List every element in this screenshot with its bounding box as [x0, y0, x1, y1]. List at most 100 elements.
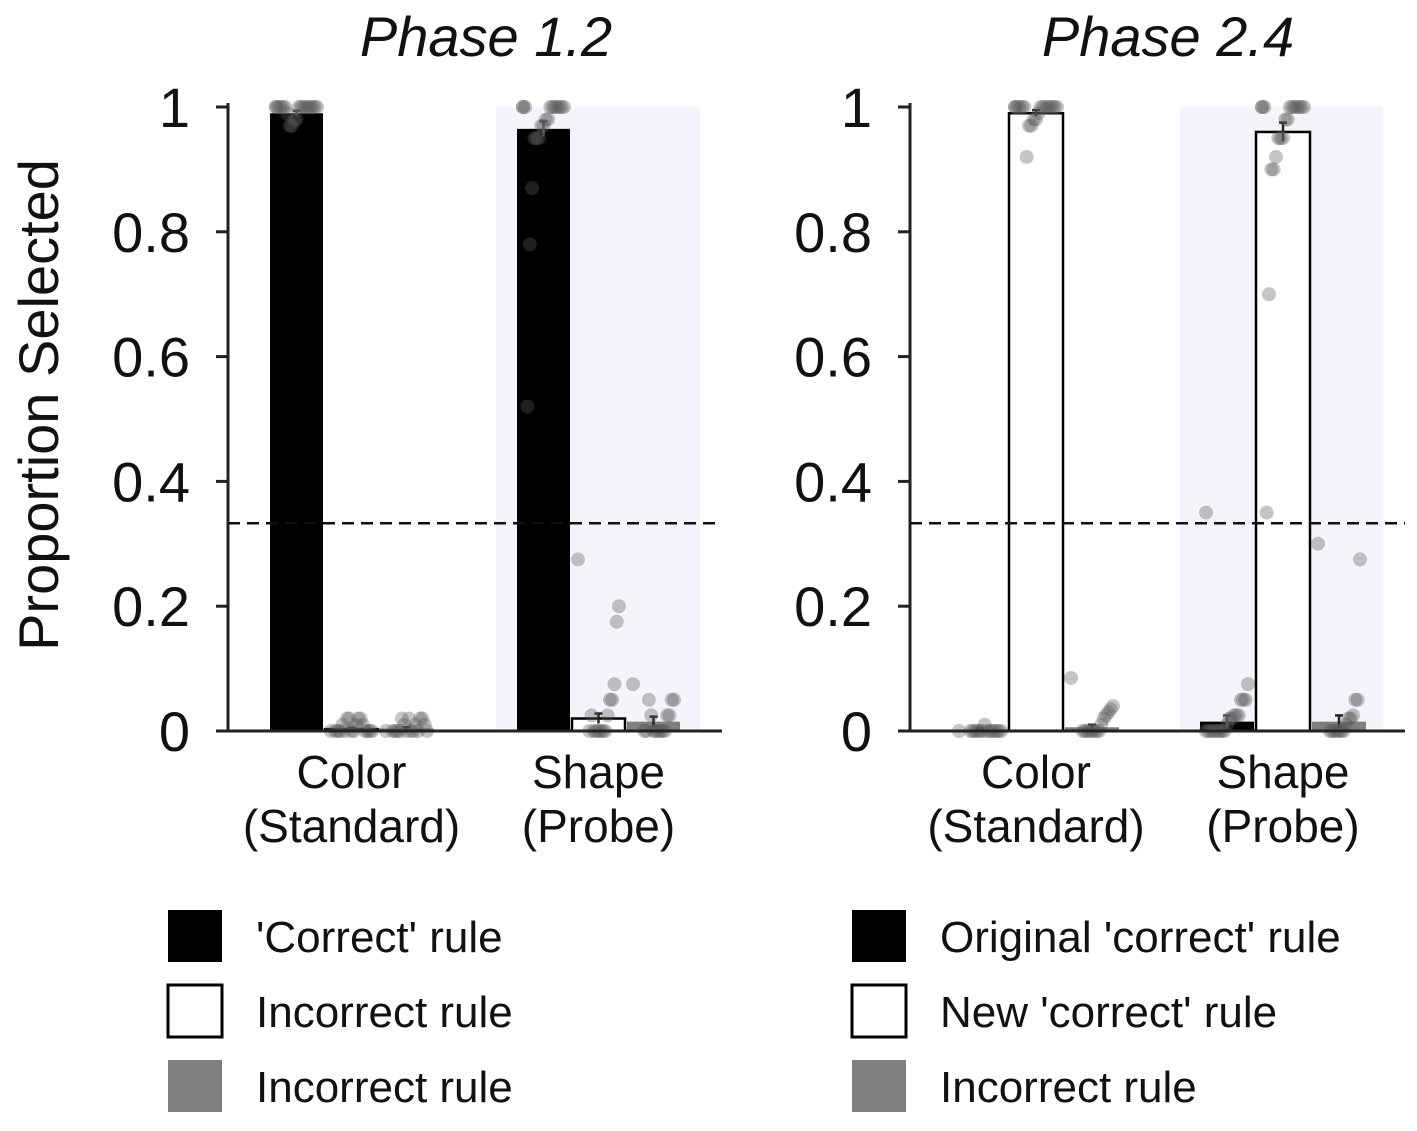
chart-panel-1: Phase 1.2 0 0.2 0.4 0.6 0.8 1 Color(Standard) Sh… [112, 5, 722, 1112]
data-point [545, 100, 560, 114]
data-point [1022, 118, 1036, 133]
data-point [1008, 100, 1022, 114]
data-point [1353, 552, 1367, 567]
legend-label: Incorrect rule [256, 1063, 513, 1112]
legend-swatch [168, 910, 222, 962]
data-point [527, 131, 542, 146]
data-point [1255, 100, 1269, 114]
data-point [1348, 692, 1363, 707]
data-point [1033, 100, 1048, 114]
data-point [662, 708, 677, 723]
data-point [1036, 100, 1050, 114]
data-point [660, 708, 675, 723]
data-point [1045, 100, 1060, 114]
data-point [1343, 711, 1358, 726]
data-point [397, 717, 412, 732]
category-label-line2: (Probe) [1206, 800, 1359, 852]
data-point [1094, 717, 1109, 732]
data-point [516, 100, 530, 114]
category-label-line1: Color [981, 746, 1091, 798]
data-point [977, 717, 992, 732]
data-point [1103, 702, 1118, 717]
data-point [1346, 708, 1360, 723]
legend-label: 'Correct' rule [256, 913, 503, 962]
data-point [536, 118, 551, 133]
data-point [273, 100, 288, 114]
category-label-line1: Shape [1216, 746, 1349, 798]
data-point [612, 599, 626, 614]
data-point [1297, 100, 1311, 114]
data-point [1220, 717, 1234, 732]
data-point [300, 100, 315, 114]
data-point [269, 100, 283, 114]
data-point [1019, 149, 1034, 164]
y-tick-label: 0.6 [112, 326, 190, 389]
data-point [1008, 100, 1022, 114]
bar [270, 113, 323, 732]
data-point [1257, 100, 1272, 114]
data-point [557, 100, 571, 114]
data-point [1339, 717, 1353, 732]
data-point [1026, 112, 1041, 127]
data-point [349, 717, 364, 732]
bar [1254, 130, 1312, 733]
data-point [552, 100, 567, 114]
data-point [605, 692, 620, 707]
y-axis-label: Proportion Selected [7, 159, 70, 651]
data-point [1231, 708, 1246, 723]
y-tick-label: 0.8 [112, 201, 190, 264]
data-point [534, 118, 549, 133]
y-tick-label: 0.2 [112, 575, 190, 638]
data-point [1269, 149, 1283, 164]
legend-label: Incorrect rule [940, 1063, 1197, 1112]
data-point [1255, 100, 1269, 114]
data-point [641, 692, 656, 707]
legend-label: Original 'correct' rule [940, 913, 1341, 962]
data-point [280, 106, 295, 121]
data-point [355, 717, 370, 732]
data-point [271, 100, 286, 114]
data-point [1283, 100, 1297, 114]
data-point [1236, 692, 1251, 707]
data-point [408, 717, 423, 732]
panel-title: Phase 1.2 [360, 5, 612, 68]
data-point [294, 100, 309, 114]
data-point [1350, 692, 1365, 707]
data-point [644, 708, 659, 723]
data-point [1040, 100, 1055, 114]
data-point [307, 100, 322, 114]
data-point [1287, 100, 1302, 114]
data-point [1280, 112, 1295, 127]
data-point [1024, 118, 1039, 133]
data-point [1017, 100, 1032, 114]
data-point [600, 708, 615, 723]
data-point [543, 100, 558, 114]
data-point [1238, 692, 1253, 707]
data-point [1259, 505, 1274, 520]
data-point [282, 118, 297, 133]
data-point [342, 711, 357, 726]
data-point [417, 717, 432, 732]
data-point [1273, 131, 1288, 146]
chart-panel-2: Phase 2.4 0 0.2 0.4 0.6 0.8 1 Color(Standard) Sh… [794, 5, 1405, 1112]
data-point [287, 112, 302, 127]
category-label-line2: (Standard) [243, 800, 460, 852]
legend-label: New 'correct' rule [940, 988, 1277, 1037]
data-point [413, 711, 428, 726]
legend-swatch [850, 983, 908, 1039]
data-point [401, 711, 416, 726]
data-point [1043, 100, 1057, 114]
data-point [1012, 100, 1027, 114]
data-point [1031, 106, 1046, 121]
data-point [1266, 162, 1281, 177]
data-point [516, 100, 530, 114]
data-point [554, 100, 569, 114]
data-point [538, 112, 553, 127]
legend-swatch [168, 1060, 222, 1112]
data-point [296, 100, 311, 114]
data-point [518, 100, 533, 114]
data-point [667, 692, 681, 707]
data-point [1029, 112, 1043, 127]
y-tick-label: 1 [841, 76, 872, 139]
